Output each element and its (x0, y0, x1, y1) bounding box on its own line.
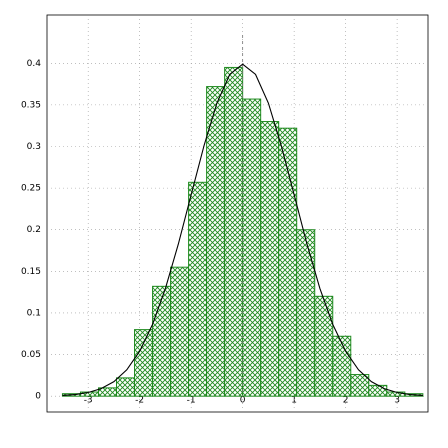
y-tick-label: 0.4 (27, 59, 42, 69)
histogram-bar (134, 329, 154, 397)
histogram-bar (206, 86, 226, 397)
histogram-bar (242, 98, 262, 397)
y-tick-label: 0.3 (27, 142, 41, 152)
histogram-bar (116, 377, 136, 397)
x-tick-label: 0 (240, 396, 246, 406)
histogram-bar (350, 374, 370, 397)
histogram-bar (170, 266, 190, 397)
histogram-bar (332, 335, 352, 397)
x-tick-label: 1 (291, 396, 297, 406)
plot-frame (46, 14, 429, 413)
histogram-bar (152, 285, 172, 397)
y-tick-label: 0.2 (27, 225, 41, 235)
x-tick-label: 3 (394, 396, 400, 406)
y-tick-label: 0.1 (27, 308, 41, 318)
histogram-bar (224, 66, 244, 397)
x-tick-label: 2 (343, 396, 349, 406)
histogram-bar (314, 295, 334, 397)
histogram-bar (368, 384, 388, 397)
histogram-bar (188, 181, 208, 397)
y-tick-label: 0.15 (21, 267, 41, 277)
density-curve (62, 63, 423, 396)
y-tick-label: 0 (35, 392, 41, 402)
x-tick-label: -1 (187, 396, 196, 406)
y-tick-label: 0.25 (21, 184, 41, 194)
y-tick-label: 0.05 (21, 350, 41, 360)
x-tick-label: -3 (84, 396, 93, 406)
histogram-bar (296, 229, 316, 397)
histogram-bar (260, 121, 280, 397)
y-tick-label: 0.35 (21, 100, 41, 110)
x-tick-label: -2 (135, 396, 144, 406)
